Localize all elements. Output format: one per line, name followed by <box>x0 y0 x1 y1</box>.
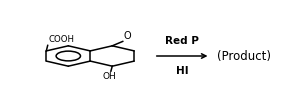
Text: COOH: COOH <box>48 35 74 44</box>
Text: Red P: Red P <box>165 36 199 46</box>
Text: (Product): (Product) <box>217 50 271 62</box>
Text: HI: HI <box>176 66 188 76</box>
Text: OH: OH <box>103 72 116 81</box>
Text: O: O <box>124 31 131 41</box>
